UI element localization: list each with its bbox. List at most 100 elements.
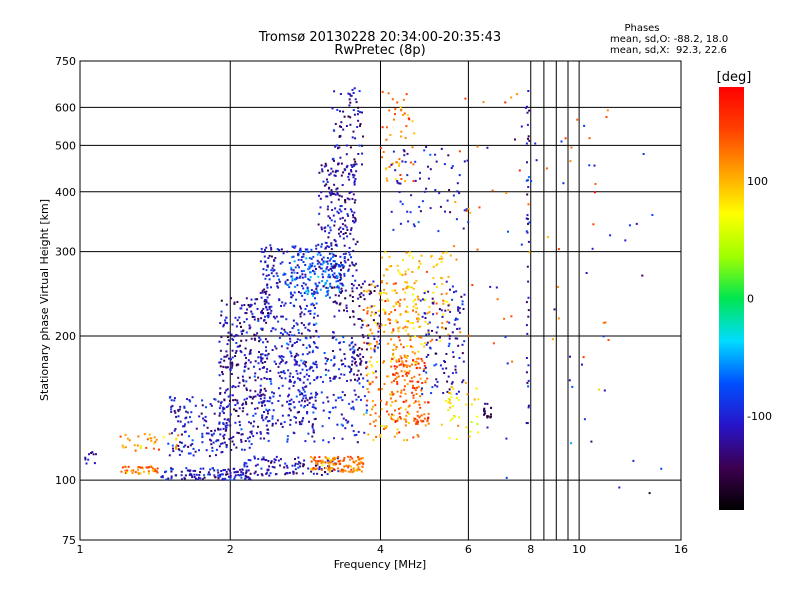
scatter-point <box>337 467 340 470</box>
scatter-point <box>470 421 473 424</box>
scatter-point <box>398 360 401 363</box>
scatter-point <box>359 318 362 321</box>
scatter-point <box>468 334 471 337</box>
scatter-point <box>365 409 368 412</box>
scatter-point <box>526 332 529 335</box>
scatter-point <box>186 398 188 401</box>
scatter-point <box>320 245 323 248</box>
scatter-point <box>318 261 321 264</box>
scatter-point <box>265 321 268 324</box>
scatter-point <box>201 432 204 435</box>
scatter-point <box>187 421 190 424</box>
scatter-point <box>343 265 346 268</box>
scatter-point <box>226 388 229 391</box>
scatter-point <box>308 351 311 354</box>
scatter-point <box>257 356 260 359</box>
scatter-point <box>297 466 300 469</box>
scatter-point <box>232 399 235 402</box>
scatter-point <box>189 400 192 403</box>
scatter-point <box>189 452 192 455</box>
scatter-point <box>233 478 236 481</box>
scatter-point <box>298 378 301 380</box>
scatter-point <box>328 470 331 473</box>
scatter-point <box>254 298 257 301</box>
scatter-point <box>253 316 256 318</box>
scatter-point <box>294 464 296 467</box>
scatter-point <box>319 459 322 462</box>
scatter-point <box>151 467 154 470</box>
scatter-point <box>418 336 421 338</box>
scatter-point <box>318 212 321 215</box>
scatter-point <box>360 348 363 351</box>
y-tick-label: 300 <box>55 246 76 259</box>
scatter-point <box>311 302 314 305</box>
scatter-point <box>408 404 411 407</box>
scatter-point <box>348 253 351 256</box>
scatter-point <box>448 189 451 191</box>
scatter-point <box>173 410 176 412</box>
scatter-point <box>266 265 269 268</box>
scatter-point <box>301 273 304 276</box>
scatter-point <box>462 308 465 310</box>
scatter-point <box>249 431 252 433</box>
scatter-point <box>380 324 383 327</box>
scatter-point <box>231 349 234 352</box>
scatter-point <box>322 260 325 263</box>
scatter-point <box>372 280 375 283</box>
scatter-point <box>313 431 315 434</box>
scatter-point <box>432 313 435 316</box>
scatter-point <box>427 412 430 415</box>
scatter-point <box>240 330 243 333</box>
scatter-point <box>399 355 402 358</box>
scatter-point <box>246 465 249 468</box>
scatter-point <box>442 299 445 302</box>
scatter-point <box>254 390 257 393</box>
scatter-point <box>310 303 313 306</box>
scatter-point <box>337 286 340 289</box>
scatter-point <box>349 123 352 126</box>
scatter-point <box>353 164 356 167</box>
scatter-point <box>360 470 363 473</box>
scatter-point <box>243 461 246 464</box>
scatter-point <box>440 260 443 263</box>
scatter-point <box>307 310 310 313</box>
scatter-point <box>261 353 264 356</box>
scatter-point <box>351 363 353 366</box>
scatter-point <box>250 298 253 301</box>
scatter-point <box>275 315 278 318</box>
scatter-point <box>414 389 417 392</box>
scatter-point <box>258 340 261 343</box>
scatter-point <box>232 338 235 341</box>
scatter-point <box>527 135 530 138</box>
scatter-point <box>281 315 284 318</box>
scatter-point <box>199 477 202 480</box>
scatter-point <box>324 368 327 371</box>
scatter-point <box>453 291 455 294</box>
scatter-point <box>399 174 402 176</box>
scatter-point <box>451 165 454 168</box>
scatter-point <box>389 397 392 400</box>
scatter-point <box>435 264 438 267</box>
scatter-point <box>256 393 259 396</box>
scatter-point <box>260 357 263 359</box>
scatter-point <box>298 390 301 393</box>
scatter-point <box>325 286 328 289</box>
scatter-point <box>347 214 350 217</box>
scatter-point <box>210 439 213 442</box>
scatter-point <box>437 230 440 233</box>
scatter-point <box>254 464 257 467</box>
scatter-point <box>582 356 585 359</box>
scatter-point <box>385 168 387 171</box>
scatter-point <box>298 421 301 424</box>
scatter-point <box>370 311 373 314</box>
scatter-point <box>287 393 290 396</box>
scatter-point <box>447 375 450 378</box>
scatter-point <box>395 161 398 164</box>
scatter-point <box>301 276 304 279</box>
scatter-point <box>257 458 260 460</box>
scatter-point <box>148 466 150 469</box>
scatter-point <box>267 274 270 277</box>
scatter-point <box>242 380 245 383</box>
scatter-point <box>440 309 443 312</box>
scatter-point <box>553 308 556 311</box>
